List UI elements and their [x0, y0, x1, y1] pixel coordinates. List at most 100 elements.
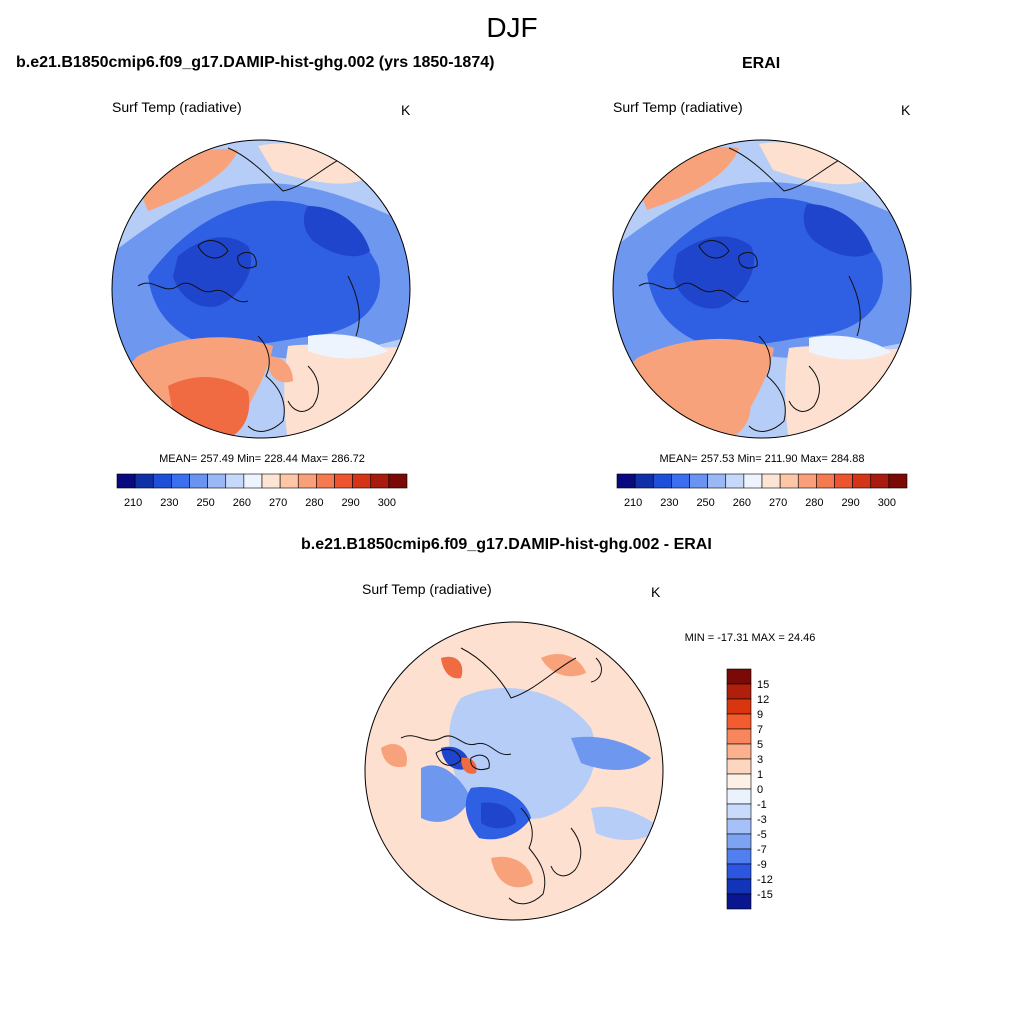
colorbar-3-swatch — [726, 668, 752, 685]
map-2-field — [613, 140, 911, 438]
colorbar-3-tick-label: 12 — [757, 694, 769, 706]
colorbar-3-tick-label: 5 — [757, 739, 763, 751]
panel-3-units: K — [651, 584, 661, 600]
colorbar-2-tick-label: 250 — [696, 497, 714, 509]
colorbar-3-ticks: 15 12 9 7 5 3 1 0 -1 -3 -5 -7 -9 -12 -15 — [757, 679, 773, 901]
colorbar-1-swatch — [207, 473, 227, 489]
map-1-field — [112, 140, 410, 438]
colorbar-3-swatch — [726, 728, 752, 745]
colorbar-3-swatch — [726, 878, 752, 895]
colorbar-2-tick-label: 260 — [733, 497, 751, 509]
colorbar-1-swatch — [316, 473, 335, 489]
colorbar-1-tick-label: 280 — [305, 497, 323, 509]
colorbar-2-swatch — [852, 473, 872, 489]
colorbar-2-swatch — [707, 473, 727, 489]
panel-2-units: K — [901, 102, 911, 118]
colorbar-3-swatch — [726, 698, 752, 715]
colorbar-2-tick-label: 270 — [769, 497, 787, 509]
colorbar-3-swatch — [726, 743, 752, 760]
colorbar-1-swatch — [171, 473, 190, 489]
colorbar-3-tick-label: -1 — [757, 799, 767, 811]
colorbar-1-tick-label: 260 — [233, 497, 251, 509]
colorbar-1-swatch — [225, 473, 245, 489]
colorbar-3-swatch — [726, 818, 752, 835]
colorbar-1-swatches — [116, 473, 408, 489]
colorbar-2-ticks: 210 230 250 260 270 280 290 300 — [624, 497, 896, 509]
colorbar-3-swatch — [726, 863, 752, 880]
panel-1-variable: Surf Temp (radiative) — [112, 99, 242, 115]
map-3-field — [365, 622, 663, 920]
colorbar-1-tick-label: 210 — [124, 497, 142, 509]
map-2-coastlines — [638, 147, 861, 432]
colorbar-2-swatch — [870, 473, 890, 489]
colorbar-3-swatch — [726, 803, 752, 820]
colorbar-2-swatch — [671, 473, 690, 489]
panel-3-title: b.e21.B1850cmip6.f09_g17.DAMIP-hist-ghg.… — [301, 536, 712, 553]
colorbar-panel-1: 210 230 250 260 270 280 290 300 — [116, 473, 408, 509]
colorbar-3-swatch — [726, 893, 752, 910]
colorbar-2-swatch — [725, 473, 745, 489]
colorbar-2-swatches — [616, 473, 908, 489]
colorbar-3-tick-label: 7 — [757, 724, 763, 736]
colorbar-1-tick-label: 300 — [378, 497, 396, 509]
colorbar-1-swatch — [189, 473, 208, 489]
colorbar-3-tick-label: -3 — [757, 814, 767, 826]
colorbar-2-tick-label: 210 — [624, 497, 642, 509]
colorbar-1-swatch — [370, 473, 390, 489]
colorbar-1-swatch — [388, 473, 408, 489]
colorbar-3-tick-label: -15 — [757, 889, 773, 901]
colorbar-1-tick-label: 230 — [160, 497, 178, 509]
panel-1-stats: MEAN= 257.49 Min= 228.44 Max= 286.72 — [159, 453, 365, 465]
map-panel-3 — [364, 621, 664, 921]
colorbar-2-tick-label: 300 — [878, 497, 896, 509]
colorbar-3-swatches — [726, 668, 752, 910]
colorbar-3-swatch — [726, 773, 752, 790]
colorbar-1-swatch — [134, 473, 154, 489]
colorbar-2-tick-label: 280 — [805, 497, 823, 509]
colorbar-2-swatch — [816, 473, 835, 489]
colorbar-2-swatch — [616, 473, 636, 489]
colorbar-2-tick-label: 290 — [841, 497, 859, 509]
colorbar-1-swatch — [279, 473, 299, 489]
colorbar-3-tick-label: 9 — [757, 709, 763, 721]
colorbar-2-swatch — [797, 473, 817, 489]
colorbar-3-swatch — [726, 848, 752, 865]
map-1-coastlines — [137, 147, 360, 432]
colorbar-1-swatch — [352, 473, 372, 489]
colorbar-2-swatch — [761, 473, 781, 489]
colorbar-1-swatch — [152, 473, 172, 489]
colorbar-1-tick-label: 270 — [269, 497, 287, 509]
colorbar-3-tick-label: -5 — [757, 829, 767, 841]
panel-3-variable: Surf Temp (radiative) — [362, 581, 492, 597]
colorbar-3-tick-label: -7 — [757, 844, 767, 856]
colorbar-3-tick-label: 15 — [757, 679, 769, 691]
panel-2-variable: Surf Temp (radiative) — [613, 99, 743, 115]
colorbar-1-ticks: 210 230 250 260 270 280 290 300 — [124, 497, 396, 509]
colorbar-2-tick-label: 230 — [660, 497, 678, 509]
colorbar-1-tick-label: 290 — [341, 497, 359, 509]
panel-2-stats: MEAN= 257.53 Min= 211.90 Max= 284.88 — [659, 453, 865, 465]
colorbar-3-tick-label: 3 — [757, 754, 763, 766]
colorbar-3-swatch — [726, 758, 752, 775]
colorbar-1-swatch — [297, 473, 317, 489]
colorbar-3-tick-label: -9 — [757, 859, 767, 871]
figure-title: DJF — [486, 12, 538, 43]
map-panel-1 — [111, 139, 411, 439]
colorbar-2-swatch — [652, 473, 672, 489]
colorbar-2-swatch — [634, 473, 654, 489]
panel-3-stats: MIN = -17.31 MAX = 24.46 — [684, 632, 816, 644]
colorbar-1-tick-label: 250 — [196, 497, 214, 509]
colorbar-2-swatch — [779, 473, 799, 489]
colorbar-panel-2: 210 230 250 260 270 280 290 300 — [616, 473, 908, 509]
colorbar-panel-3: 15 12 9 7 5 3 1 0 -1 -3 -5 -7 -9 -12 -15 — [726, 668, 773, 910]
map-panel-2 — [612, 139, 912, 439]
colorbar-1-swatch — [116, 473, 136, 489]
colorbar-2-swatch — [743, 473, 763, 489]
panel-1-units: K — [401, 102, 411, 118]
colorbar-3-swatch — [726, 833, 752, 850]
colorbar-2-swatch — [888, 473, 908, 489]
colorbar-1-swatch — [334, 473, 353, 489]
colorbar-3-tick-label: -12 — [757, 874, 773, 886]
colorbar-3-tick-label: 1 — [757, 769, 763, 781]
colorbar-3-swatch — [726, 788, 752, 805]
